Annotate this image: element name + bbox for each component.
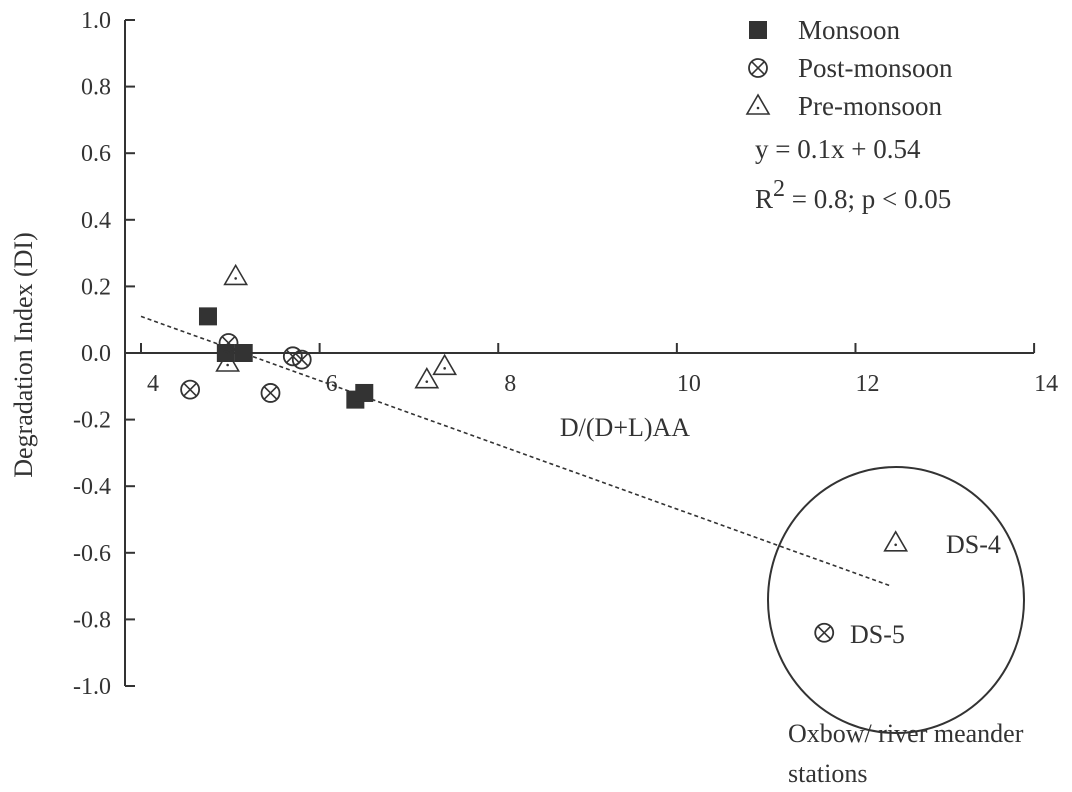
legend-marker-triangle — [745, 93, 771, 115]
triangle-marker — [223, 263, 249, 286]
circle-marker — [748, 58, 768, 78]
legend-label: Monsoon — [798, 15, 901, 45]
triangle-marker — [883, 530, 909, 552]
square-marker — [749, 21, 767, 39]
oxbow-label-line1: Oxbow/ river meander — [788, 719, 1024, 748]
trend-r2: R2 = 0.8; p < 0.05 — [755, 176, 951, 214]
r2-stats: = 0.8; p < 0.05 — [785, 184, 951, 214]
legend-marker-circle-x — [748, 58, 768, 78]
r2-label: R — [755, 184, 773, 214]
circle-marker — [260, 383, 281, 403]
circle-marker — [814, 622, 835, 643]
triangle-dot — [226, 363, 229, 367]
square-marker — [234, 344, 253, 362]
triangle-dot — [443, 367, 446, 370]
y-tick-label: 0.2 — [81, 274, 111, 300]
triangle-marker — [432, 353, 458, 376]
triangle-dot — [756, 106, 760, 110]
r2-superscript: 2 — [773, 176, 785, 202]
data-point-triangle — [432, 353, 458, 376]
data-point-triangle — [223, 263, 249, 286]
x-tick-label: 10 — [677, 371, 701, 397]
data-points — [180, 263, 909, 643]
circle-marker — [180, 379, 201, 400]
oxbow-circle — [767, 466, 1025, 734]
ds4-label: DS-4 — [946, 530, 1001, 559]
y-tick-label: -1.0 — [73, 674, 111, 700]
cross-stroke — [221, 336, 236, 350]
data-point-circle-x — [291, 349, 312, 370]
data-point-triangle — [215, 350, 241, 372]
triangle-marker — [745, 93, 771, 115]
cross-stroke — [817, 625, 832, 640]
y-tick-label: -0.4 — [73, 474, 111, 500]
y-tick-label: 0.6 — [81, 141, 111, 167]
x-tick-label: 14 — [1034, 371, 1058, 397]
x-axis-label: D/(D+L)AA — [560, 413, 690, 442]
axes: 1.0 0.8 0.6 0.4 0.2 0.0 -0.2 -0.4 -0.6 -0.8 -1.0 4 6… — [73, 8, 1058, 700]
data-point-circle-x — [260, 383, 281, 403]
y-tick-label: -0.6 — [73, 541, 111, 567]
square-marker — [355, 383, 374, 402]
cross-stroke — [263, 385, 278, 400]
data-point-circle-x — [180, 379, 201, 400]
triangle-dot — [425, 380, 429, 383]
legend-label: Post-monsoon — [798, 53, 953, 83]
square-marker — [198, 307, 217, 326]
data-point-filled-square — [198, 307, 217, 326]
data-point-filled-square — [234, 344, 253, 362]
x-tick-label: 4 — [147, 371, 159, 397]
legend-marker-filled-square — [749, 21, 767, 39]
data-point-triangle — [414, 367, 440, 389]
cross-stroke — [751, 61, 765, 75]
y-tick-label: 0.0 — [81, 341, 111, 367]
triangle-marker — [215, 350, 241, 372]
triangle-dot — [234, 277, 237, 280]
y-tick-label: -0.8 — [73, 607, 111, 633]
ds5-label: DS-5 — [850, 620, 905, 649]
triangle-dot — [894, 543, 897, 547]
triangle-marker — [414, 367, 440, 389]
y-tick-label: -0.2 — [73, 408, 111, 434]
legend-label: Pre-monsoon — [798, 91, 942, 121]
x-tick-label: 12 — [855, 371, 879, 397]
x-tick-label: 6 — [326, 371, 338, 397]
circle-marker — [282, 346, 303, 367]
legend: Monsoon Post-monsoon Pre-monsoon — [745, 15, 953, 121]
data-point-triangle — [883, 530, 909, 552]
data-point-circle-x — [814, 622, 835, 643]
y-tick-label: 1.0 — [81, 8, 111, 34]
data-point-filled-square — [355, 383, 374, 402]
y-tick-label: 0.4 — [81, 208, 111, 234]
x-tick-label: 8 — [504, 371, 516, 397]
circle-marker — [291, 349, 312, 370]
y-tick-label: 0.8 — [81, 75, 111, 101]
y-axis-label: Degradation Index (DI) — [9, 232, 38, 477]
trend-equation: y = 0.1x + 0.54 — [755, 134, 921, 164]
cross-stroke — [294, 352, 309, 367]
oxbow-label-line2: stations — [788, 759, 867, 788]
cross-stroke — [183, 382, 198, 397]
